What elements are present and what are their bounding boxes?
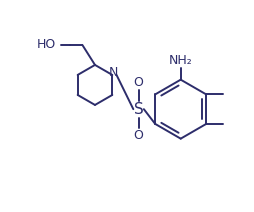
Text: N: N: [109, 66, 118, 79]
Text: O: O: [134, 129, 144, 142]
Text: HO: HO: [37, 38, 56, 51]
Text: S: S: [134, 102, 144, 117]
Text: O: O: [134, 76, 144, 89]
Text: NH₂: NH₂: [169, 54, 193, 67]
